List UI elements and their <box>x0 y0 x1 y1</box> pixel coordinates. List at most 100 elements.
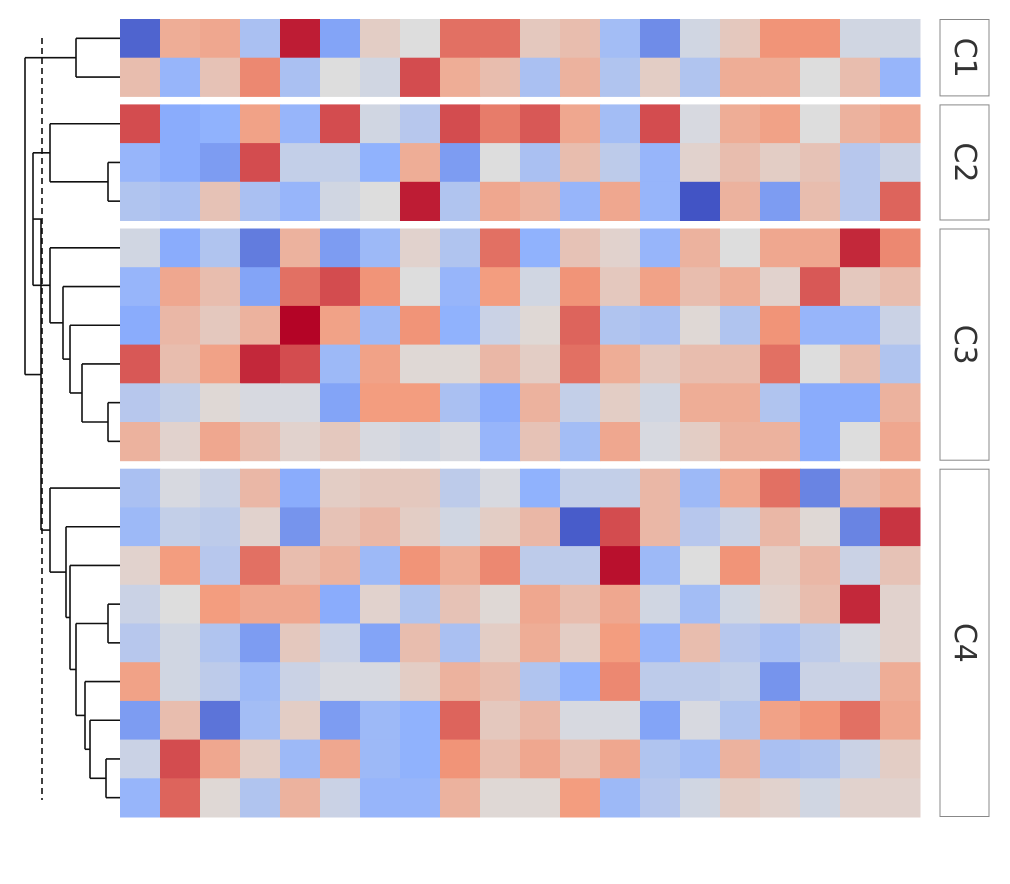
heatmap-cell <box>280 507 321 547</box>
heatmap-cell <box>240 104 281 144</box>
heatmap-cell <box>560 507 601 547</box>
heatmap-cell <box>880 305 921 346</box>
heatmap-cell <box>360 507 401 547</box>
heatmap-cell <box>440 267 481 307</box>
heatmap-cell <box>800 383 841 423</box>
heatmap-cell <box>720 584 761 624</box>
heatmap-cell <box>280 344 321 384</box>
heatmap-cell <box>680 662 721 702</box>
heatmap-cell <box>880 181 921 221</box>
heatmap-cell <box>760 181 801 221</box>
heatmap-cell <box>560 584 601 624</box>
heatmap-cell <box>880 19 921 59</box>
heatmap-cell <box>560 344 601 384</box>
heatmap-cell <box>160 228 201 268</box>
heatmap-cell <box>120 623 161 663</box>
heatmap-cell <box>200 383 241 423</box>
heatmap-cell <box>560 422 601 462</box>
heatmap-cell <box>360 143 401 183</box>
heatmap-cell <box>720 383 761 423</box>
heatmap-cell <box>600 383 641 423</box>
heatmap-cell <box>720 507 761 547</box>
heatmap-cell <box>400 383 441 423</box>
heatmap-cell <box>400 143 441 183</box>
heatmap-cell <box>560 228 601 268</box>
heatmap-cell <box>840 57 881 97</box>
heatmap-cell <box>280 228 321 268</box>
heatmap-cell <box>680 267 721 307</box>
heatmap-cell <box>720 305 761 346</box>
heatmap-cell <box>720 267 761 307</box>
heatmap-cell <box>520 267 561 307</box>
heatmap-cell <box>760 305 801 346</box>
heatmap-cell <box>600 778 641 818</box>
heatmap-cell <box>720 700 761 741</box>
heatmap-cell <box>160 19 201 59</box>
heatmap-cell <box>720 19 761 59</box>
heatmap-cell <box>560 104 601 144</box>
heatmap-cell <box>760 546 801 586</box>
heatmap-cell <box>120 267 161 307</box>
heatmap-cell <box>200 700 241 741</box>
heatmap-cell <box>760 778 801 818</box>
heatmap-cell <box>840 228 881 268</box>
heatmap-cell <box>840 267 881 307</box>
heatmap-cell <box>560 700 601 741</box>
heatmap-cell <box>680 228 721 268</box>
heatmap-cell <box>480 778 521 818</box>
heatmap-cell <box>520 57 561 97</box>
cluster-labels: C1 C2 C3 C4 <box>939 19 990 817</box>
heatmap-cell <box>480 228 521 268</box>
heatmap-cell <box>280 700 321 741</box>
heatmap-cell <box>320 700 361 741</box>
heatmap-cell <box>520 546 561 586</box>
heatmap-cell <box>480 584 521 624</box>
heatmap-cell <box>720 546 761 586</box>
heatmap-cell <box>560 623 601 663</box>
heatmap-cell <box>240 383 281 423</box>
heatmap-cell <box>200 623 241 663</box>
heatmap-cell <box>840 662 881 702</box>
heatmap-cells <box>120 19 921 818</box>
heatmap-cell <box>280 468 321 508</box>
cluster-label-box <box>939 104 990 221</box>
heatmap-cell <box>800 57 841 97</box>
heatmap-cell <box>440 584 481 624</box>
heatmap-cell <box>720 422 761 462</box>
heatmap-cell <box>200 181 241 221</box>
heatmap-cell <box>520 143 561 183</box>
heatmap-cell <box>320 778 361 818</box>
heatmap-cell <box>600 57 641 97</box>
heatmap-cell <box>640 104 681 144</box>
heatmap-cell <box>720 778 761 818</box>
heatmap-cell <box>120 305 161 346</box>
heatmap-cell <box>560 662 601 702</box>
heatmap-cell <box>240 700 281 741</box>
heatmap-cell <box>280 662 321 702</box>
heatmap-cell <box>440 305 481 346</box>
heatmap-cell <box>720 623 761 663</box>
heatmap-cell <box>840 700 881 741</box>
heatmap-cell <box>200 507 241 547</box>
heatmap-cell <box>400 739 441 779</box>
heatmap-cell <box>360 19 401 59</box>
heatmap-cell <box>280 739 321 779</box>
heatmap-cell <box>240 468 281 508</box>
heatmap-cell <box>480 662 521 702</box>
heatmap-cell <box>280 422 321 462</box>
heatmap-cell <box>600 422 641 462</box>
heatmap-cell <box>680 739 721 779</box>
heatmap-cell <box>520 507 561 547</box>
heatmap-cell <box>320 383 361 423</box>
heatmap-cell <box>640 228 681 268</box>
heatmap-cell <box>520 468 561 508</box>
heatmap-cell <box>480 104 521 144</box>
heatmap-cell <box>160 507 201 547</box>
heatmap-cell <box>880 778 921 818</box>
heatmap-cell <box>840 181 881 221</box>
heatmap-cell <box>400 57 441 97</box>
heatmap-cell <box>560 143 601 183</box>
heatmap-cell <box>320 662 361 702</box>
heatmap-cell <box>200 468 241 508</box>
heatmap-cell <box>600 143 641 183</box>
